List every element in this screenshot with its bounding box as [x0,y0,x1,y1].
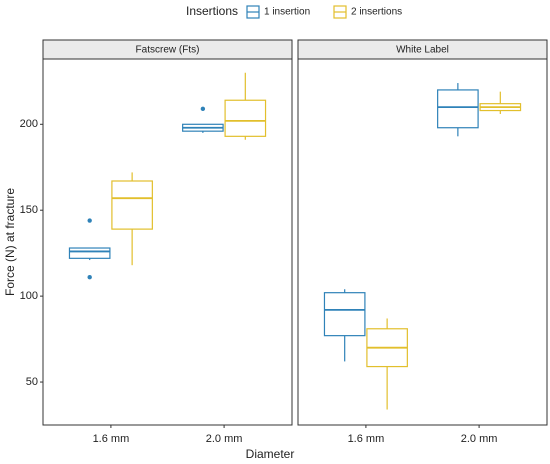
x-axis-title: Diameter [246,447,295,461]
x-tick-label: 2.0 mm [206,433,243,445]
legend-title: Insertions [186,4,238,18]
panel [297,58,548,426]
box [224,99,267,137]
strip-label: White Label [396,45,449,56]
x-tick-label: 2.0 mm [461,433,498,445]
x-tick-label: 1.6 mm [348,433,385,445]
y-tick-label: 200 [20,118,38,130]
outlier [200,106,206,112]
box [437,89,479,129]
strip-label: Fatscrew (Fts) [136,45,200,56]
legend-label: 1 insertion [264,7,310,18]
y-tick-label: 150 [20,204,38,216]
outlier [87,275,92,280]
outlier [87,218,92,223]
legend-label: 2 insertions [351,7,402,18]
box [68,247,111,259]
x-tick-label: 1.6 mm [93,433,130,445]
box [111,180,153,230]
y-axis-title: Force (N) at fracture [3,188,17,296]
y-tick-label: 50 [26,376,38,388]
box [323,292,366,337]
y-tick-label: 100 [20,290,38,302]
